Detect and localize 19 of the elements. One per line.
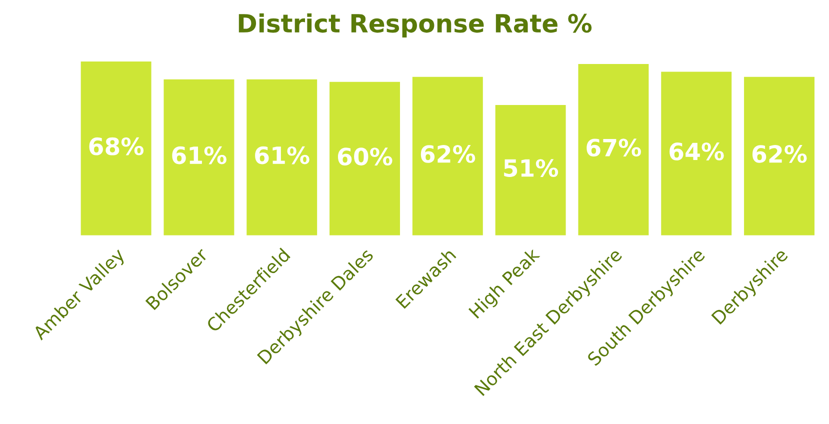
chart-title: District Response Rate % bbox=[238, 13, 592, 38]
bar bbox=[495, 104, 566, 236]
data-label: 61% bbox=[172, 146, 226, 164]
bar bbox=[661, 72, 732, 236]
bar bbox=[164, 79, 234, 236]
bar bbox=[578, 64, 649, 236]
data-label: 62% bbox=[752, 145, 807, 163]
data-label: 67% bbox=[586, 138, 641, 157]
data-label: 62% bbox=[420, 145, 476, 163]
data-label: 51% bbox=[504, 159, 558, 177]
bar bbox=[330, 82, 400, 236]
data-label: 61% bbox=[255, 146, 310, 164]
bar bbox=[80, 61, 152, 236]
data-label: 64% bbox=[670, 142, 724, 160]
bar bbox=[412, 76, 483, 236]
data-label: 68% bbox=[89, 137, 144, 156]
bar bbox=[744, 76, 814, 236]
bar bbox=[246, 79, 318, 236]
data-label: 60% bbox=[338, 148, 392, 166]
